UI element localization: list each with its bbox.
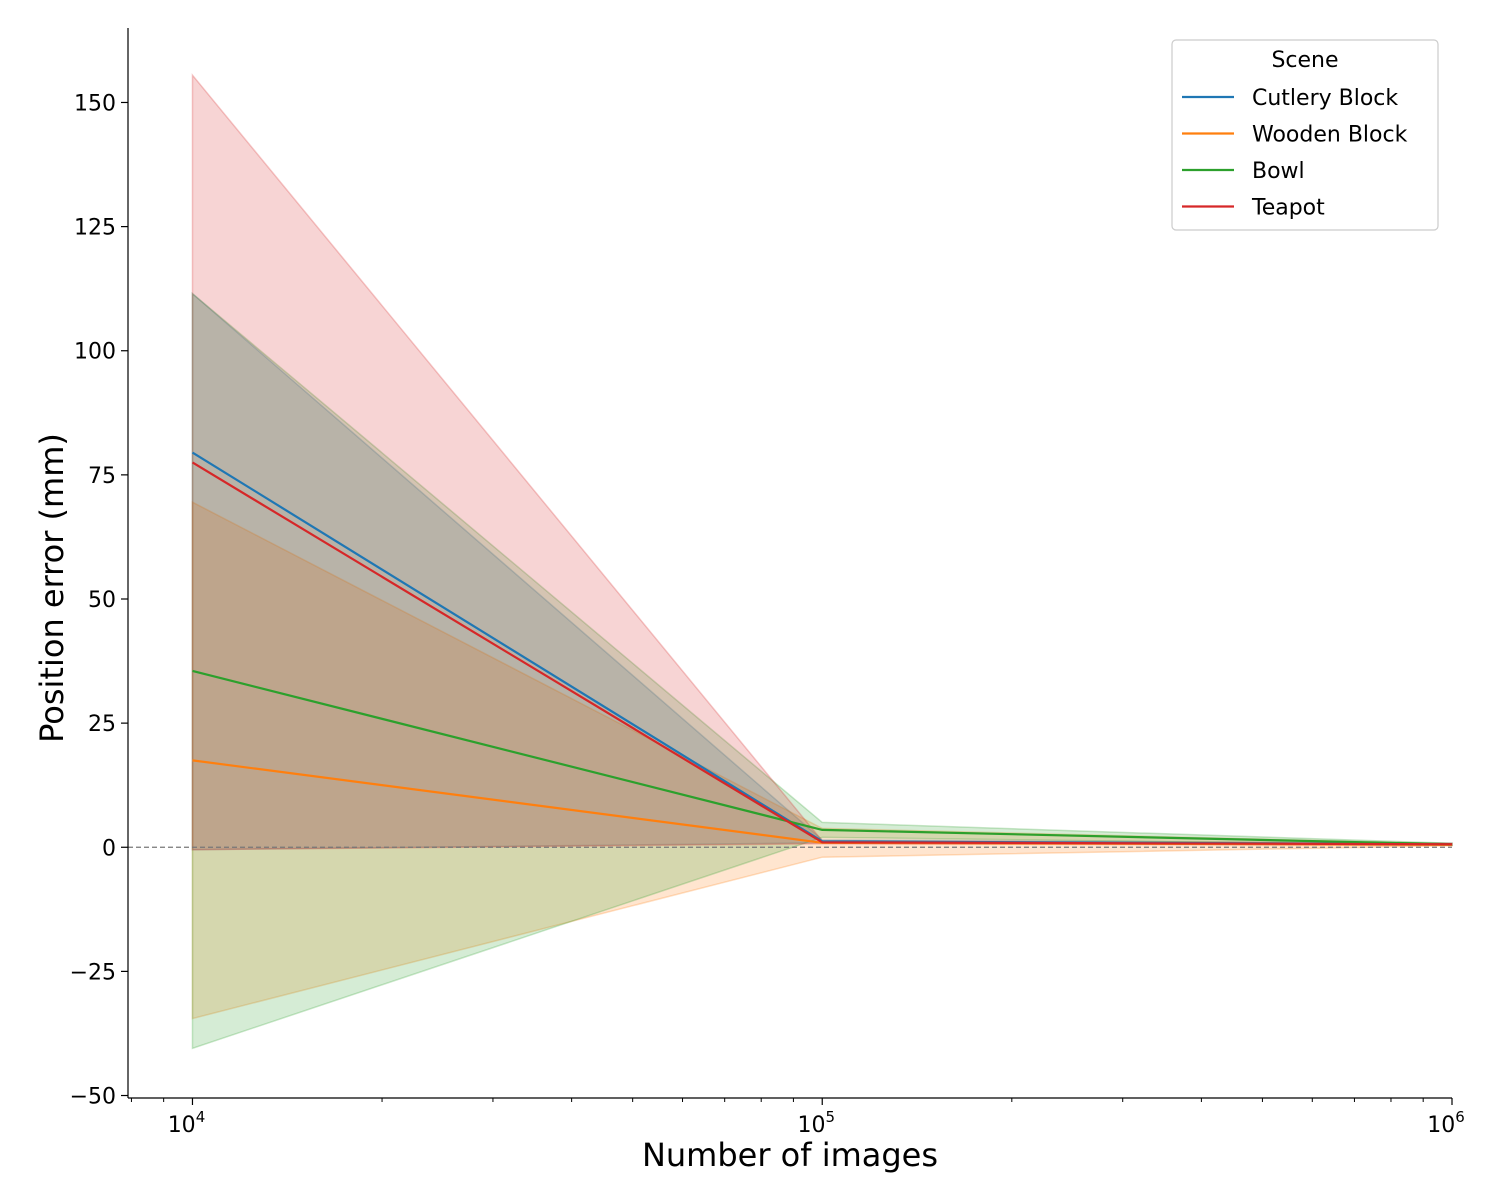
x-ticks: 104 105 106	[130, 1098, 1465, 1138]
y-tick-label: 150	[74, 91, 116, 116]
legend-box	[1171, 39, 1439, 231]
line-bowl	[192, 669, 1453, 846]
band-cutlery-block	[191, 291, 1453, 851]
y-axis-label: Position error (mm)	[33, 433, 71, 743]
series-lines	[191, 451, 1453, 846]
band-wooden-block	[191, 500, 1453, 1020]
band-bowl	[191, 292, 1453, 1050]
y-tick-label: 25	[88, 712, 116, 737]
legend-item-bowl: Bowl	[1182, 159, 1305, 184]
y-tick-label: 0	[102, 836, 116, 861]
x-tick-label: 105	[797, 1108, 835, 1138]
y-tick-label: 75	[88, 464, 116, 489]
legend-item-wooden-block: Wooden Block	[1182, 123, 1408, 148]
y-ticks: −50 −25 0 25 50 75 100 125 150	[70, 91, 128, 1110]
legend-label: Wooden Block	[1252, 123, 1408, 148]
legend-label: Bowl	[1252, 159, 1305, 184]
y-tick-label: −25	[70, 960, 116, 985]
legend-items: Cutlery Block Wooden Block Bowl Teapot	[1182, 86, 1408, 221]
legend-label: Cutlery Block	[1252, 86, 1398, 111]
y-tick-label: −50	[70, 1085, 116, 1110]
legend-label: Teapot	[1251, 196, 1325, 221]
x-tick-label: 106	[1427, 1108, 1465, 1138]
legend-item-teapot: Teapot	[1182, 196, 1325, 221]
legend: Scene Cutlery Block Wooden Block Bowl Teapo…	[1171, 39, 1439, 231]
y-tick-label: 125	[74, 216, 116, 241]
y-tick-label: 100	[74, 340, 116, 365]
y-tick-label: 50	[88, 588, 116, 613]
legend-item-cutlery-block: Cutlery Block	[1182, 86, 1398, 111]
x-axis-label: Number of images	[642, 1136, 938, 1174]
line-teapot	[191, 461, 1453, 846]
legend-title: Scene	[1271, 48, 1338, 73]
x-tick-label: 104	[168, 1108, 206, 1138]
